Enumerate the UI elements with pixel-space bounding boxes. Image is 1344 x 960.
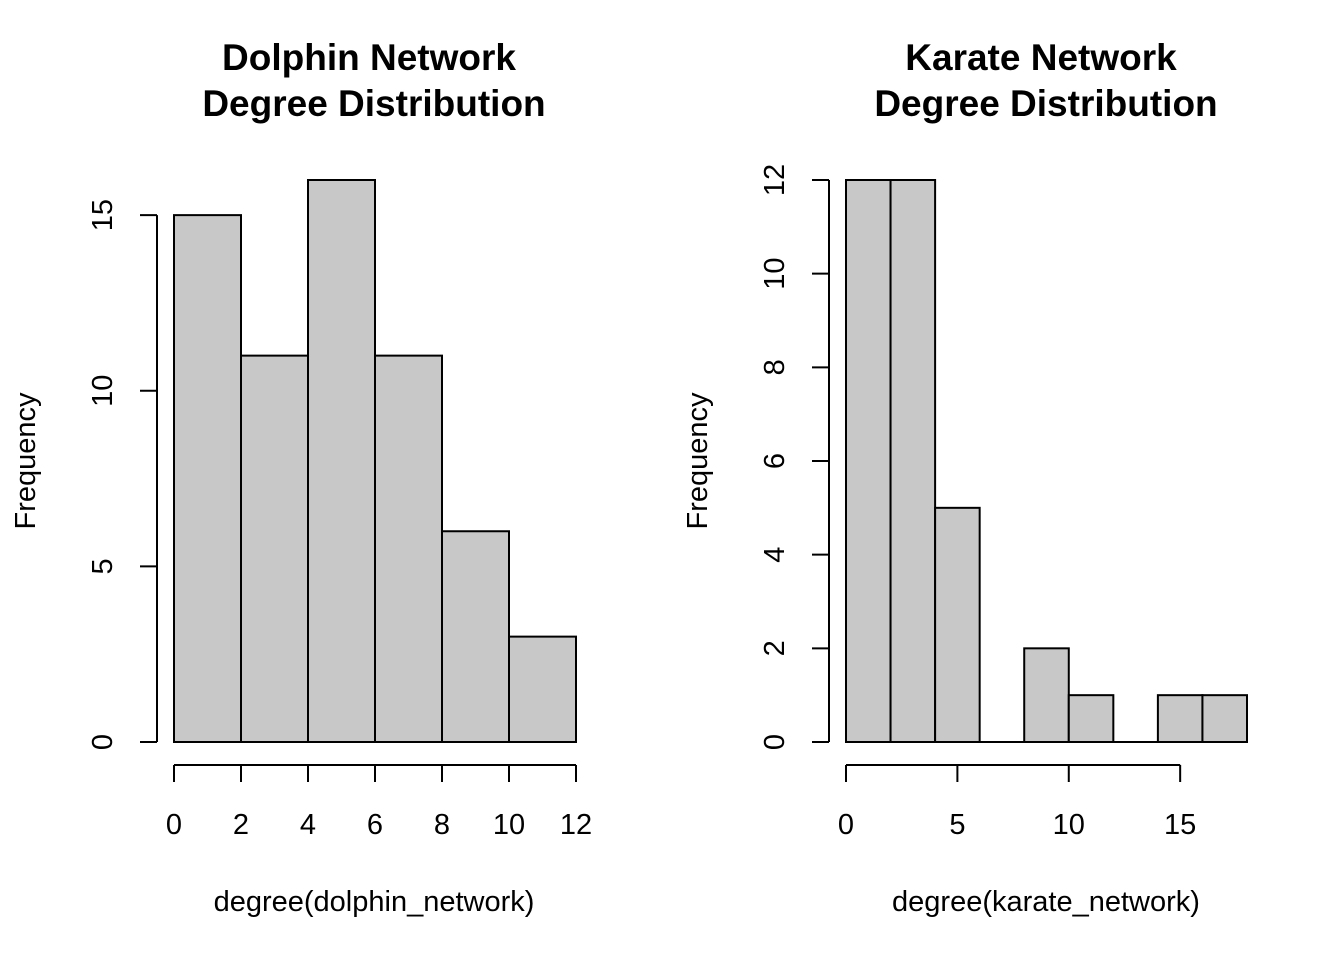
- dolphin-y-axis-label: Frequency: [10, 392, 42, 530]
- dolphin-x-axis-label: degree(dolphin_network): [214, 886, 535, 918]
- karate-bars: [845, 179, 1249, 744]
- karate-title-line1: Karate Network: [905, 37, 1177, 78]
- karate-y-tick-label-6: 12: [759, 164, 791, 196]
- karate-y-tick-label-2: 4: [759, 547, 791, 563]
- dolphin-histogram-panel: Dolphin Network Degree Distribution 0 5 10…: [10, 37, 592, 918]
- karate-y-axis: 0 2 4 6 8 10 12: [759, 164, 830, 750]
- dolphin-x-tick-label-4: 8: [434, 809, 450, 841]
- karate-x-axis: 0 5 10 15: [838, 764, 1196, 841]
- karate-histogram-panel: Karate Network Degree Distribution 0 2 4 6 8…: [682, 37, 1249, 918]
- dolphin-bar-4: [441, 530, 510, 743]
- dolphin-bar-3: [374, 354, 443, 743]
- karate-y-tick-label-4: 8: [759, 359, 791, 375]
- dolphin-y-tick-label-3: 15: [87, 199, 119, 231]
- karate-y-tick-label-3: 6: [759, 453, 791, 469]
- karate-bar-5: [1067, 694, 1115, 744]
- dolphin-bar-5: [508, 635, 577, 743]
- dolphin-title-line2: Degree Distribution: [202, 83, 545, 124]
- dolphin-bars: [173, 179, 577, 743]
- dolphin-x-axis: 0 2 4 6 8 10 12: [166, 764, 592, 841]
- karate-y-axis-label: Frequency: [682, 392, 714, 530]
- karate-bar-1: [889, 179, 937, 743]
- dolphin-y-tick-label-1: 5: [87, 558, 119, 574]
- karate-x-tick-label-1: 5: [949, 809, 965, 841]
- karate-x-tick-label-0: 0: [838, 809, 854, 841]
- dolphin-bar-2: [307, 179, 376, 743]
- dolphin-x-tick-label-5: 10: [493, 809, 525, 841]
- dolphin-bar-0: [173, 214, 242, 743]
- dolphin-y-tick-label-0: 0: [87, 734, 119, 750]
- dolphin-x-tick-label-2: 4: [300, 809, 316, 841]
- dolphin-x-tick-label-1: 2: [233, 809, 249, 841]
- karate-bar-8: [1201, 694, 1249, 744]
- dolphin-x-tick-label-6: 12: [560, 809, 592, 841]
- karate-y-tick-label-0: 0: [759, 734, 791, 750]
- karate-y-tick-label-1: 2: [759, 640, 791, 656]
- dolphin-y-tick-label-2: 10: [87, 375, 119, 407]
- dolphin-title-line1: Dolphin Network: [222, 37, 516, 78]
- karate-x-axis-label: degree(karate_network): [892, 886, 1200, 918]
- karate-title-line2: Degree Distribution: [874, 83, 1217, 124]
- karate-bar-7: [1156, 694, 1204, 744]
- karate-y-tick-label-5: 10: [759, 258, 791, 290]
- dolphin-y-axis: 0 5 10 15: [87, 199, 158, 750]
- karate-bar-4: [1023, 647, 1070, 743]
- karate-bar-2: [934, 506, 981, 744]
- karate-bar-0: [845, 179, 892, 743]
- karate-x-tick-label-3: 15: [1164, 809, 1196, 841]
- karate-x-tick-label-2: 10: [1053, 809, 1085, 841]
- dolphin-bar-1: [240, 354, 309, 743]
- dolphin-x-tick-label-3: 6: [367, 809, 383, 841]
- dolphin-x-tick-label-0: 0: [166, 809, 182, 841]
